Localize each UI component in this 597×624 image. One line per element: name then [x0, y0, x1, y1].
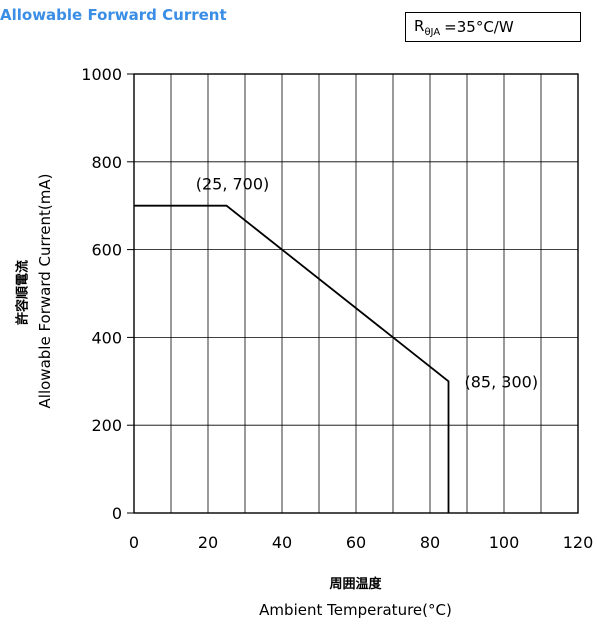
y-tick-label: 200	[91, 416, 122, 435]
derating-curve	[134, 204, 450, 513]
x-axis-label-jp: 周囲温度	[329, 577, 382, 592]
y-tick-label: 1000	[81, 65, 122, 84]
x-tick-label: 120	[563, 533, 594, 552]
y-tick-label: 600	[91, 241, 122, 260]
x-tick-label: 0	[129, 533, 139, 552]
x-tick-label: 40	[272, 533, 292, 552]
y-tick-label: 0	[112, 504, 122, 523]
plot-frame	[133, 73, 579, 514]
x-axis-label-en: Ambient Temperature(°C)	[259, 601, 452, 619]
thermal-resistance-symbol: R	[414, 16, 425, 35]
y-tick-label: 800	[91, 153, 122, 172]
thermal-resistance-value: =35°C/W	[444, 18, 514, 36]
x-tick-label: 80	[420, 533, 440, 552]
x-tick-label: 20	[198, 533, 218, 552]
annotation-label: (85, 300)	[465, 372, 539, 391]
thermal-resistance-subscript: θJA	[424, 26, 441, 38]
annotation-label: (25, 700)	[196, 175, 270, 194]
data-point	[226, 205, 227, 207]
thermal-resistance-box: RθJA =35°C/W	[405, 12, 581, 42]
chart-title: Allowable Forward Current	[0, 6, 227, 24]
x-tick-label: 60	[346, 533, 366, 552]
y-tick-label: 400	[91, 328, 122, 347]
data-point	[448, 380, 449, 382]
thermal-resistance-label: RθJA	[414, 17, 440, 38]
data-point	[448, 512, 449, 514]
data-point	[133, 205, 135, 207]
x-tick-label: 100	[489, 533, 520, 552]
